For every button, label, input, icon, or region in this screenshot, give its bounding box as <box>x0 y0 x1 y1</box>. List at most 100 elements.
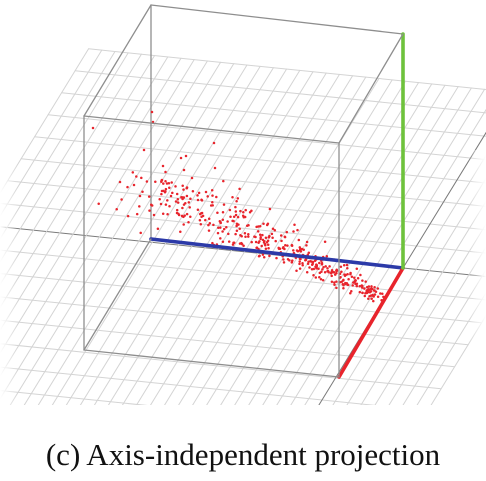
data-point <box>335 286 338 290</box>
data-point <box>363 287 366 290</box>
data-point <box>164 179 167 183</box>
data-point <box>182 223 185 226</box>
data-point <box>211 204 214 207</box>
data-point <box>370 285 373 288</box>
data-point <box>196 194 199 197</box>
data-point <box>310 260 313 263</box>
data-point <box>238 227 241 231</box>
data-point <box>179 156 183 160</box>
data-point <box>298 262 301 266</box>
data-point <box>189 215 192 218</box>
data-point <box>381 292 384 295</box>
data-point <box>181 206 184 210</box>
data-point <box>323 271 327 274</box>
data-point <box>295 249 299 252</box>
grid-line <box>42 65 261 420</box>
data-point <box>370 297 373 300</box>
data-point <box>335 280 338 283</box>
grid-line <box>365 223 486 420</box>
grid-fade-right <box>468 150 486 420</box>
data-point <box>179 230 182 233</box>
data-point <box>264 243 267 247</box>
data-point <box>327 271 330 274</box>
data-point <box>135 212 139 216</box>
data-point <box>256 230 260 233</box>
data-point <box>279 234 283 237</box>
data-point <box>190 176 194 180</box>
data-point <box>221 230 224 233</box>
grid-line <box>0 273 483 324</box>
data-point <box>169 194 173 198</box>
data-point <box>361 291 364 295</box>
data-point <box>212 141 216 145</box>
data-point <box>312 267 316 271</box>
data-point <box>267 236 271 239</box>
data-point <box>219 237 222 240</box>
data-point <box>152 213 156 217</box>
grid-line <box>0 53 142 286</box>
grid-line <box>238 84 446 420</box>
grid-line <box>210 82 420 420</box>
grid-line <box>0 48 90 195</box>
data-point <box>196 198 200 202</box>
data-point <box>204 218 207 222</box>
grid-line <box>98 71 314 420</box>
data-point <box>156 227 160 230</box>
data-point <box>330 280 334 283</box>
data-point <box>162 182 165 185</box>
data-point <box>222 227 226 231</box>
data-point <box>234 213 238 217</box>
data-point <box>321 268 324 271</box>
data-point <box>142 148 146 152</box>
data-point <box>161 212 165 216</box>
data-point <box>323 240 327 243</box>
data-point <box>148 209 151 212</box>
grid-line <box>196 80 406 420</box>
data-point <box>189 197 192 200</box>
grid-line <box>253 86 459 420</box>
data-point <box>219 226 222 229</box>
data-point <box>291 259 294 262</box>
data-point <box>141 190 144 194</box>
data-point <box>331 270 335 274</box>
grid-line <box>28 64 248 420</box>
data-point <box>182 203 186 206</box>
data-point <box>222 203 226 206</box>
data-point <box>226 220 229 223</box>
data-point <box>175 208 179 212</box>
data-point <box>359 273 362 277</box>
data-point <box>296 228 299 232</box>
grid-line <box>0 49 103 218</box>
data-point <box>322 265 325 269</box>
data-point <box>150 110 154 114</box>
data-point <box>126 185 129 189</box>
data-point <box>340 270 343 273</box>
data-point <box>333 281 336 284</box>
data-point <box>325 254 329 258</box>
data-point <box>346 267 349 270</box>
data-point <box>260 244 263 248</box>
data-point <box>211 241 214 245</box>
data-point <box>216 231 220 235</box>
grid-line <box>70 68 288 420</box>
data-point <box>305 244 308 247</box>
data-point <box>91 126 95 130</box>
data-point <box>351 284 354 287</box>
data-point <box>164 203 168 206</box>
data-point <box>154 180 157 184</box>
data-point <box>339 265 343 268</box>
data-point <box>349 272 352 276</box>
data-point <box>227 240 231 243</box>
data-point <box>299 247 302 251</box>
coordinate-axes <box>149 32 405 379</box>
grid-line <box>295 108 486 420</box>
point-cloud <box>91 110 385 303</box>
data-point <box>244 208 247 212</box>
data-point <box>135 175 138 178</box>
data-point <box>352 281 355 284</box>
data-point <box>257 254 261 258</box>
bounding-box-front-edges <box>83 33 404 378</box>
data-point <box>199 222 203 226</box>
data-point <box>212 223 215 227</box>
data-point <box>350 289 353 293</box>
